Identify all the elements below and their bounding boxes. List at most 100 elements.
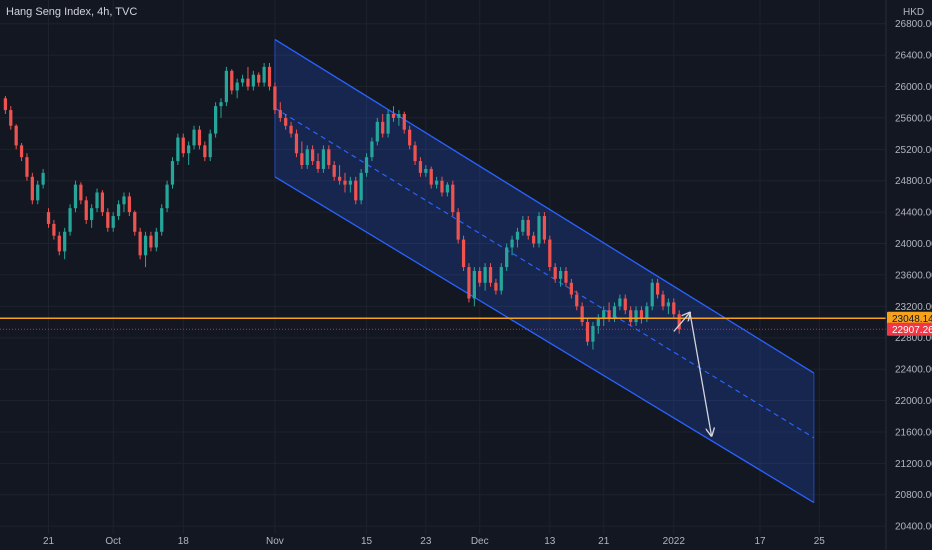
candle-body[interactable] bbox=[316, 161, 320, 169]
candle-body[interactable] bbox=[30, 176, 34, 201]
time-axis[interactable]: 21 Oct 18 Nov 15 23 Dec 13 21 2022 17 25 bbox=[43, 536, 825, 547]
candle-body[interactable] bbox=[548, 239, 552, 268]
candle-body[interactable] bbox=[300, 153, 304, 166]
candle-body[interactable] bbox=[585, 322, 590, 342]
candle-body[interactable] bbox=[445, 184, 450, 193]
candle-body[interactable] bbox=[143, 235, 148, 256]
candle-body[interactable] bbox=[564, 271, 568, 283]
candle-body[interactable] bbox=[116, 204, 121, 217]
regression-channel[interactable] bbox=[274, 38, 815, 504]
candle-body[interactable] bbox=[434, 180, 439, 185]
candle-body[interactable] bbox=[57, 235, 61, 252]
candle-body[interactable] bbox=[327, 149, 331, 166]
candle-body[interactable] bbox=[391, 113, 396, 118]
candle-body[interactable] bbox=[370, 141, 374, 158]
channel-median-line[interactable] bbox=[274, 107, 815, 439]
candle-body[interactable] bbox=[197, 129, 202, 146]
candle-body[interactable] bbox=[133, 212, 137, 232]
candle-body[interactable] bbox=[149, 235, 153, 248]
projection-segment[interactable] bbox=[689, 312, 712, 436]
candle-body[interactable] bbox=[192, 129, 196, 146]
candle-body[interactable] bbox=[311, 149, 315, 162]
candle-body[interactable] bbox=[418, 161, 423, 173]
candle-body[interactable] bbox=[375, 121, 379, 142]
candle-body[interactable] bbox=[515, 231, 520, 240]
candle-body[interactable] bbox=[499, 267, 503, 291]
candle-body[interactable] bbox=[46, 212, 51, 224]
candle-body[interactable] bbox=[634, 310, 638, 323]
candle-body[interactable] bbox=[273, 86, 277, 111]
candle-body[interactable] bbox=[629, 310, 633, 323]
candle-body[interactable] bbox=[672, 302, 676, 315]
candle-body[interactable] bbox=[187, 145, 191, 154]
candle-body[interactable] bbox=[440, 180, 444, 193]
candle-body[interactable] bbox=[106, 212, 110, 228]
candle-body[interactable] bbox=[289, 125, 293, 134]
candle-body[interactable] bbox=[456, 212, 460, 240]
candle-body[interactable] bbox=[52, 223, 56, 236]
candle-body[interactable] bbox=[246, 78, 250, 87]
candle-body[interactable] bbox=[95, 192, 99, 209]
projection-path[interactable] bbox=[673, 312, 712, 436]
projection-segment[interactable] bbox=[673, 313, 690, 332]
candle-body[interactable] bbox=[478, 271, 482, 283]
candle-body[interactable] bbox=[386, 113, 390, 134]
candle-body[interactable] bbox=[79, 184, 83, 201]
candlestick-series[interactable] bbox=[3, 62, 681, 350]
candle-body[interactable] bbox=[337, 176, 342, 181]
candle-body[interactable] bbox=[176, 137, 180, 162]
channel-lower-line[interactable] bbox=[274, 176, 815, 504]
candle-body[interactable] bbox=[170, 161, 175, 185]
candle-body[interactable] bbox=[90, 208, 94, 220]
candle-body[interactable] bbox=[424, 168, 428, 173]
candle-body[interactable] bbox=[278, 110, 282, 118]
candle-body[interactable] bbox=[154, 231, 158, 248]
candle-body[interactable] bbox=[596, 318, 600, 326]
candle-body[interactable] bbox=[591, 325, 595, 342]
candle-body[interactable] bbox=[364, 157, 369, 173]
candle-body[interactable] bbox=[240, 78, 245, 83]
candle-body[interactable] bbox=[639, 310, 644, 319]
price-axis[interactable]: 20400.00 20800.00 21200.00 21600.00 22000.00… bbox=[895, 19, 932, 532]
candle-body[interactable] bbox=[111, 216, 115, 228]
candle-body[interactable] bbox=[127, 196, 131, 213]
candle-body[interactable] bbox=[451, 184, 455, 213]
candle-body[interactable] bbox=[257, 74, 261, 83]
candle-body[interactable] bbox=[25, 157, 29, 177]
candle-body[interactable] bbox=[488, 267, 493, 283]
candle-body[interactable] bbox=[575, 294, 579, 307]
candle-body[interactable] bbox=[645, 306, 649, 319]
candle-body[interactable] bbox=[36, 184, 40, 201]
candle-body[interactable] bbox=[284, 117, 288, 126]
candle-body[interactable] bbox=[354, 180, 358, 201]
candle-body[interactable] bbox=[408, 129, 412, 146]
candle-body[interactable] bbox=[580, 306, 584, 323]
candle-body[interactable] bbox=[294, 133, 299, 154]
candle-body[interactable] bbox=[3, 98, 8, 111]
candle-body[interactable] bbox=[542, 216, 547, 240]
candle-body[interactable] bbox=[618, 298, 622, 307]
candle-body[interactable] bbox=[19, 145, 24, 158]
candle-body[interactable] bbox=[483, 267, 487, 283]
candle-body[interactable] bbox=[14, 125, 18, 146]
candle-body[interactable] bbox=[607, 310, 611, 319]
candle-body[interactable] bbox=[122, 196, 126, 205]
candle-body[interactable] bbox=[41, 172, 45, 185]
candle-body[interactable] bbox=[343, 180, 347, 185]
candle-body[interactable] bbox=[558, 271, 563, 279]
candle-body[interactable] bbox=[208, 133, 212, 158]
candle-body[interactable] bbox=[661, 294, 665, 307]
candle-body[interactable] bbox=[267, 66, 272, 87]
candle-body[interactable] bbox=[321, 149, 326, 169]
candle-body[interactable] bbox=[537, 216, 541, 244]
candle-body[interactable] bbox=[165, 184, 169, 209]
candle-body[interactable] bbox=[381, 121, 385, 134]
candle-body[interactable] bbox=[251, 74, 255, 87]
candle-body[interactable] bbox=[213, 106, 218, 134]
candle-body[interactable] bbox=[553, 267, 557, 279]
candle-body[interactable] bbox=[224, 70, 229, 103]
candle-body[interactable] bbox=[526, 219, 530, 236]
candle-body[interactable] bbox=[467, 267, 471, 299]
candle-body[interactable] bbox=[521, 219, 525, 232]
candle-body[interactable] bbox=[472, 271, 476, 299]
